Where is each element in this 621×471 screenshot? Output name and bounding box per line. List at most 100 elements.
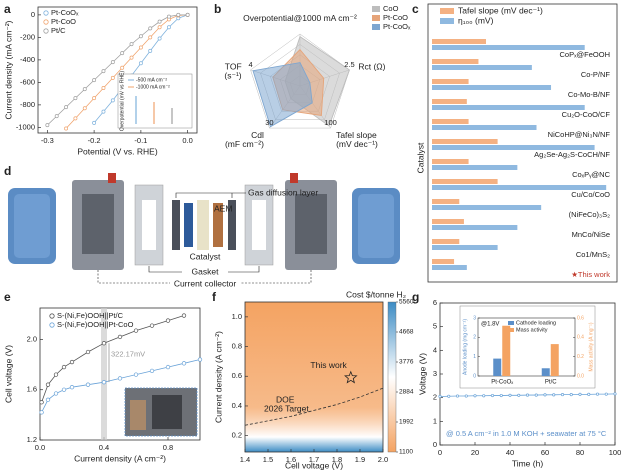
y2-tick-label: 0.2 [577, 354, 584, 360]
legend-label: Pt-CoO [383, 13, 408, 22]
data-point [101, 380, 107, 385]
y-tick-label: 0 [31, 10, 35, 19]
category-label: ★This work [571, 270, 610, 279]
bar [502, 325, 511, 376]
bar [432, 139, 498, 144]
y-tick-label: 1.2 [27, 435, 37, 444]
colorbar-label: Cost $/tonne H₂ [346, 289, 406, 299]
photo-detail [152, 395, 182, 429]
data-point [64, 105, 69, 110]
legend-label: Pt-CoO [51, 17, 76, 26]
y-tick-label: -600 [20, 77, 35, 86]
y-tick-label: 3 [433, 369, 437, 378]
bar [432, 199, 460, 204]
legend-label: Pt-CoOₓ [383, 22, 411, 31]
category-label: Co-P/NF [581, 70, 611, 79]
radar-axis-label: Tafel slope [336, 130, 377, 140]
data-point [69, 385, 75, 390]
x-tick-label: 1.9 [355, 455, 365, 464]
bar [432, 125, 537, 130]
data-point [53, 372, 59, 377]
radar-tick-label: 2.5 [344, 60, 354, 69]
label: Current collector [174, 278, 237, 288]
bar [432, 119, 469, 124]
category-label: (NiFeCo)₃S₂ [569, 210, 610, 219]
data-point [181, 313, 187, 318]
bar [432, 85, 552, 90]
data-point [39, 400, 44, 405]
bar [432, 105, 585, 110]
y-tick-label: 1.0 [232, 312, 242, 321]
end-plate-face [358, 194, 394, 258]
data-point [482, 394, 486, 398]
category-label: Cu₂O-CoO/CF [562, 110, 611, 119]
data-point [517, 393, 521, 397]
data-point [64, 126, 69, 131]
x-tick-label: 1.8 [332, 455, 342, 464]
data-point [82, 87, 87, 92]
y-tick-label: 2 [473, 335, 476, 341]
legend-swatch [440, 18, 454, 24]
x-tick-label: 1.7 [309, 455, 319, 464]
y2-tick-label: 0.6 [577, 315, 584, 321]
annotation: @ 0.5 A cm⁻² in 1.0 M KOH + seawater at … [446, 429, 607, 438]
data-point [110, 75, 115, 80]
leader [97, 270, 312, 284]
gdl [172, 200, 180, 250]
y-axis-label: Voltage (V) [417, 353, 427, 395]
data-point [117, 376, 123, 381]
bar [432, 39, 486, 44]
data-point [447, 394, 451, 398]
x-tick-label: 0.4 [99, 443, 109, 452]
data-point [166, 25, 171, 30]
data-point [560, 393, 565, 397]
data-point [138, 34, 143, 39]
x-tick-label: -0.1 [134, 136, 147, 145]
y-tick-label: 2.0 [27, 334, 37, 343]
colorbar-tick-label: 5560 [399, 299, 414, 306]
panel-label: e [4, 290, 11, 304]
data-point [73, 96, 78, 101]
catalyst [213, 203, 223, 247]
category-label: Cu/Co/CoO [571, 190, 610, 199]
inset-bg [459, 305, 596, 389]
x-tick-label: 1.5 [263, 455, 273, 464]
data-point [101, 109, 106, 114]
y-tick-label: 0.6 [232, 371, 242, 380]
category-label: NiCoHP@Ni₃N/NF [548, 130, 611, 139]
data-point [157, 19, 162, 24]
x-tick-label: -0.3 [41, 136, 54, 145]
point-label: This work [310, 360, 347, 370]
data-point [508, 393, 512, 397]
colorbar-tick-label: 4668 [399, 329, 414, 336]
legend-label: Pt/C [51, 26, 66, 35]
legend-swatch [372, 24, 380, 30]
data-point [101, 69, 106, 74]
plot-frame [439, 302, 616, 446]
radar-tick-label: 4 [248, 60, 252, 69]
bar [432, 185, 607, 190]
y-tick-label: 1 [433, 416, 437, 425]
bar [432, 179, 498, 184]
data-point [543, 393, 547, 397]
colorbar-tick-label: 1100 [399, 449, 413, 456]
data-point [110, 60, 115, 65]
x-tick-label: 60 [541, 448, 549, 457]
panel-label: f [212, 290, 217, 304]
connector [290, 173, 298, 183]
label: AEM [214, 203, 232, 213]
x-tick-label: 1.4 [240, 455, 250, 464]
plot-frame [244, 301, 384, 453]
data-point [166, 14, 171, 19]
target-label: DOE [276, 395, 295, 405]
x-axis-label: Current density (A cm⁻²) [74, 453, 166, 463]
panel-label: c [412, 2, 419, 16]
x-tick-label: 100 [609, 448, 621, 457]
data-point [455, 394, 460, 398]
y2-tick-label: 0.0 [577, 373, 584, 379]
gdl [228, 200, 236, 250]
bar [432, 219, 464, 224]
category-label: Co1/MnS₂ [576, 250, 610, 259]
target-label: 2026 Target [264, 404, 309, 414]
